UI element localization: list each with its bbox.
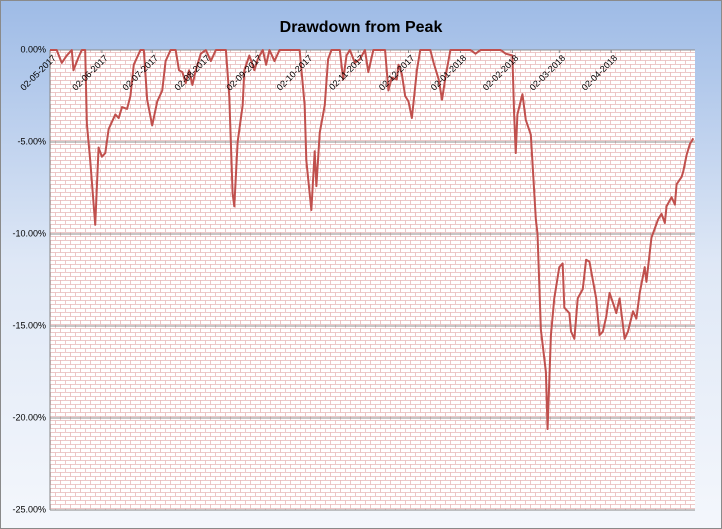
y-tick-label: -5.00% [17,136,46,146]
marks [50,49,695,431]
y-tick-label: -15.00% [12,320,46,330]
y-tick-label: -20.00% [12,412,46,422]
chart-title: Drawdown from Peak [280,19,443,36]
y-tick-label: -25.00% [12,504,46,514]
series-line [50,49,695,431]
y-tick-label: 0.00% [20,44,46,54]
plot-area [50,50,695,510]
y-tick-label: -10.00% [12,228,46,238]
